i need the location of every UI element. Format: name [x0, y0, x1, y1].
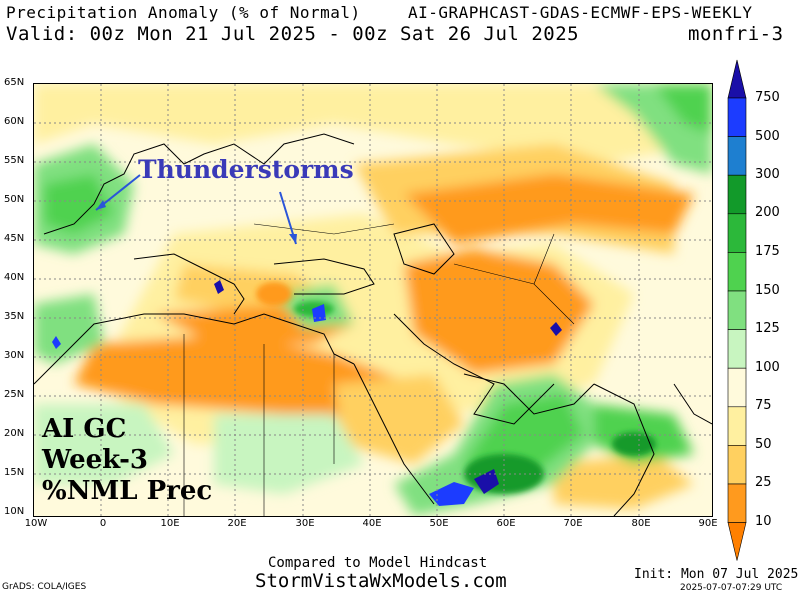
- lon-label: 70E: [563, 518, 583, 529]
- extreme-wet-cell: [214, 280, 224, 294]
- colorbar-segment: [727, 252, 747, 292]
- lon-label: 30E: [295, 518, 315, 529]
- lat-label: 40N: [4, 272, 25, 283]
- valid-period: Valid: 00z Mon 21 Jul 2025 - 00z Sat 26 …: [6, 23, 580, 45]
- hindcast-note: Compared to Model Hindcast: [268, 555, 488, 571]
- run-label: monfri-3: [688, 23, 784, 45]
- colorbar-label: 175: [755, 244, 780, 259]
- lon-label: 20E: [227, 518, 247, 529]
- lon-label: 50E: [429, 518, 449, 529]
- map-field: [33, 84, 713, 517]
- lon-label: 80E: [631, 518, 651, 529]
- colorbar-label: 25: [755, 475, 772, 490]
- lon-label: 0: [99, 518, 107, 529]
- borders: [183, 223, 575, 516]
- lon-label: 10E: [160, 518, 180, 529]
- extreme-wet-cell: [429, 482, 474, 506]
- colorbar-label: 300: [755, 167, 780, 182]
- colorbar-segment: [727, 367, 747, 408]
- lat-label: 30N: [4, 350, 25, 361]
- init-time: Init: Mon 07 Jul 2025: [634, 567, 799, 582]
- thunderstorms-label: Thunderstorms: [138, 155, 354, 184]
- colorbar-label: 10: [755, 514, 772, 529]
- colorbar-label: 150: [755, 283, 780, 298]
- extreme-wet-cell: [52, 336, 61, 349]
- colorbar-top-arrow: [727, 59, 747, 99]
- colorbar-segment: [727, 174, 747, 215]
- lon-label: 90E: [698, 518, 718, 529]
- colorbar-segment: [727, 97, 747, 137]
- colorbar-segment: [727, 136, 747, 176]
- lat-label: 35N: [4, 311, 25, 322]
- chart-title: Precipitation Anomaly (% of Normal): [6, 3, 361, 22]
- colorbar-label: 200: [755, 205, 780, 220]
- lat-label: 55N: [4, 155, 25, 166]
- colorbar-label: 100: [755, 360, 780, 375]
- colorbar-label: 500: [755, 129, 780, 144]
- lon-label: 40E: [362, 518, 382, 529]
- lat-label: 15N: [4, 467, 25, 478]
- coastlines: [33, 133, 713, 517]
- colorbar-label: 50: [755, 437, 772, 452]
- anomaly-shading: [34, 84, 712, 516]
- lon-label: 10W: [24, 518, 48, 529]
- extreme-wet-cell: [550, 322, 562, 336]
- box-line: %NML Prec: [42, 476, 213, 506]
- grads-credit: GrADS: COLA/IGES: [2, 582, 87, 592]
- model-name: AI-GRAPHCAST-GDAS-ECMWF-EPS-WEEKLY: [408, 3, 753, 22]
- box-line: Week-3: [42, 445, 149, 475]
- colorbar-label: 750: [755, 90, 780, 105]
- lat-label: 60N: [4, 116, 25, 127]
- colorbar-segment: [727, 290, 747, 330]
- graticule: [34, 84, 712, 516]
- colorbar-segment: [727, 213, 747, 253]
- site-name: StormVistaWxModels.com: [255, 570, 507, 592]
- colorbar-bottom-arrow: [727, 522, 747, 561]
- arrow-head-icon: [289, 234, 297, 244]
- colorbar: [727, 59, 747, 561]
- extreme-wet-cell: [474, 469, 499, 494]
- model-info-box: AI GC Week-3 %NML Prec: [42, 414, 212, 507]
- lat-label: 65N: [4, 77, 25, 88]
- colorbar-segment: [727, 483, 747, 523]
- lat-label: 10N: [4, 506, 25, 517]
- lat-label: 20N: [4, 428, 25, 439]
- precip-anomaly-map: [33, 83, 713, 517]
- lon-label: 60E: [496, 518, 516, 529]
- lat-label: 45N: [4, 233, 25, 244]
- colorbar-label: 125: [755, 321, 780, 336]
- box-line: AI GC: [42, 414, 127, 444]
- colorbar-segment: [727, 406, 747, 446]
- lat-label: 25N: [4, 389, 25, 400]
- colorbar-segment: [727, 329, 747, 369]
- render-timestamp: 2025-07-07-07:29 UTC: [680, 583, 783, 593]
- arrow-head-icon: [96, 200, 106, 210]
- colorbar-segment: [727, 445, 747, 485]
- colorbar-label: 75: [755, 398, 772, 413]
- lat-label: 50N: [4, 194, 25, 205]
